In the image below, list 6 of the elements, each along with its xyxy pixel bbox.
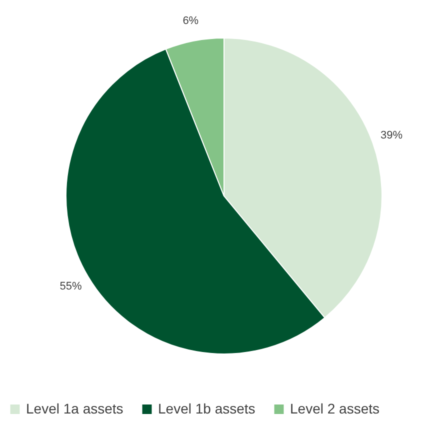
- legend-label: Level 2 assets: [290, 400, 380, 416]
- data-label: 55%: [60, 280, 82, 293]
- data-label: 39%: [380, 130, 403, 142]
- data-label: 6%: [182, 15, 199, 28]
- legend-label: Level 1a assets: [26, 400, 124, 416]
- legend-label: Level 1b assets: [158, 400, 256, 416]
